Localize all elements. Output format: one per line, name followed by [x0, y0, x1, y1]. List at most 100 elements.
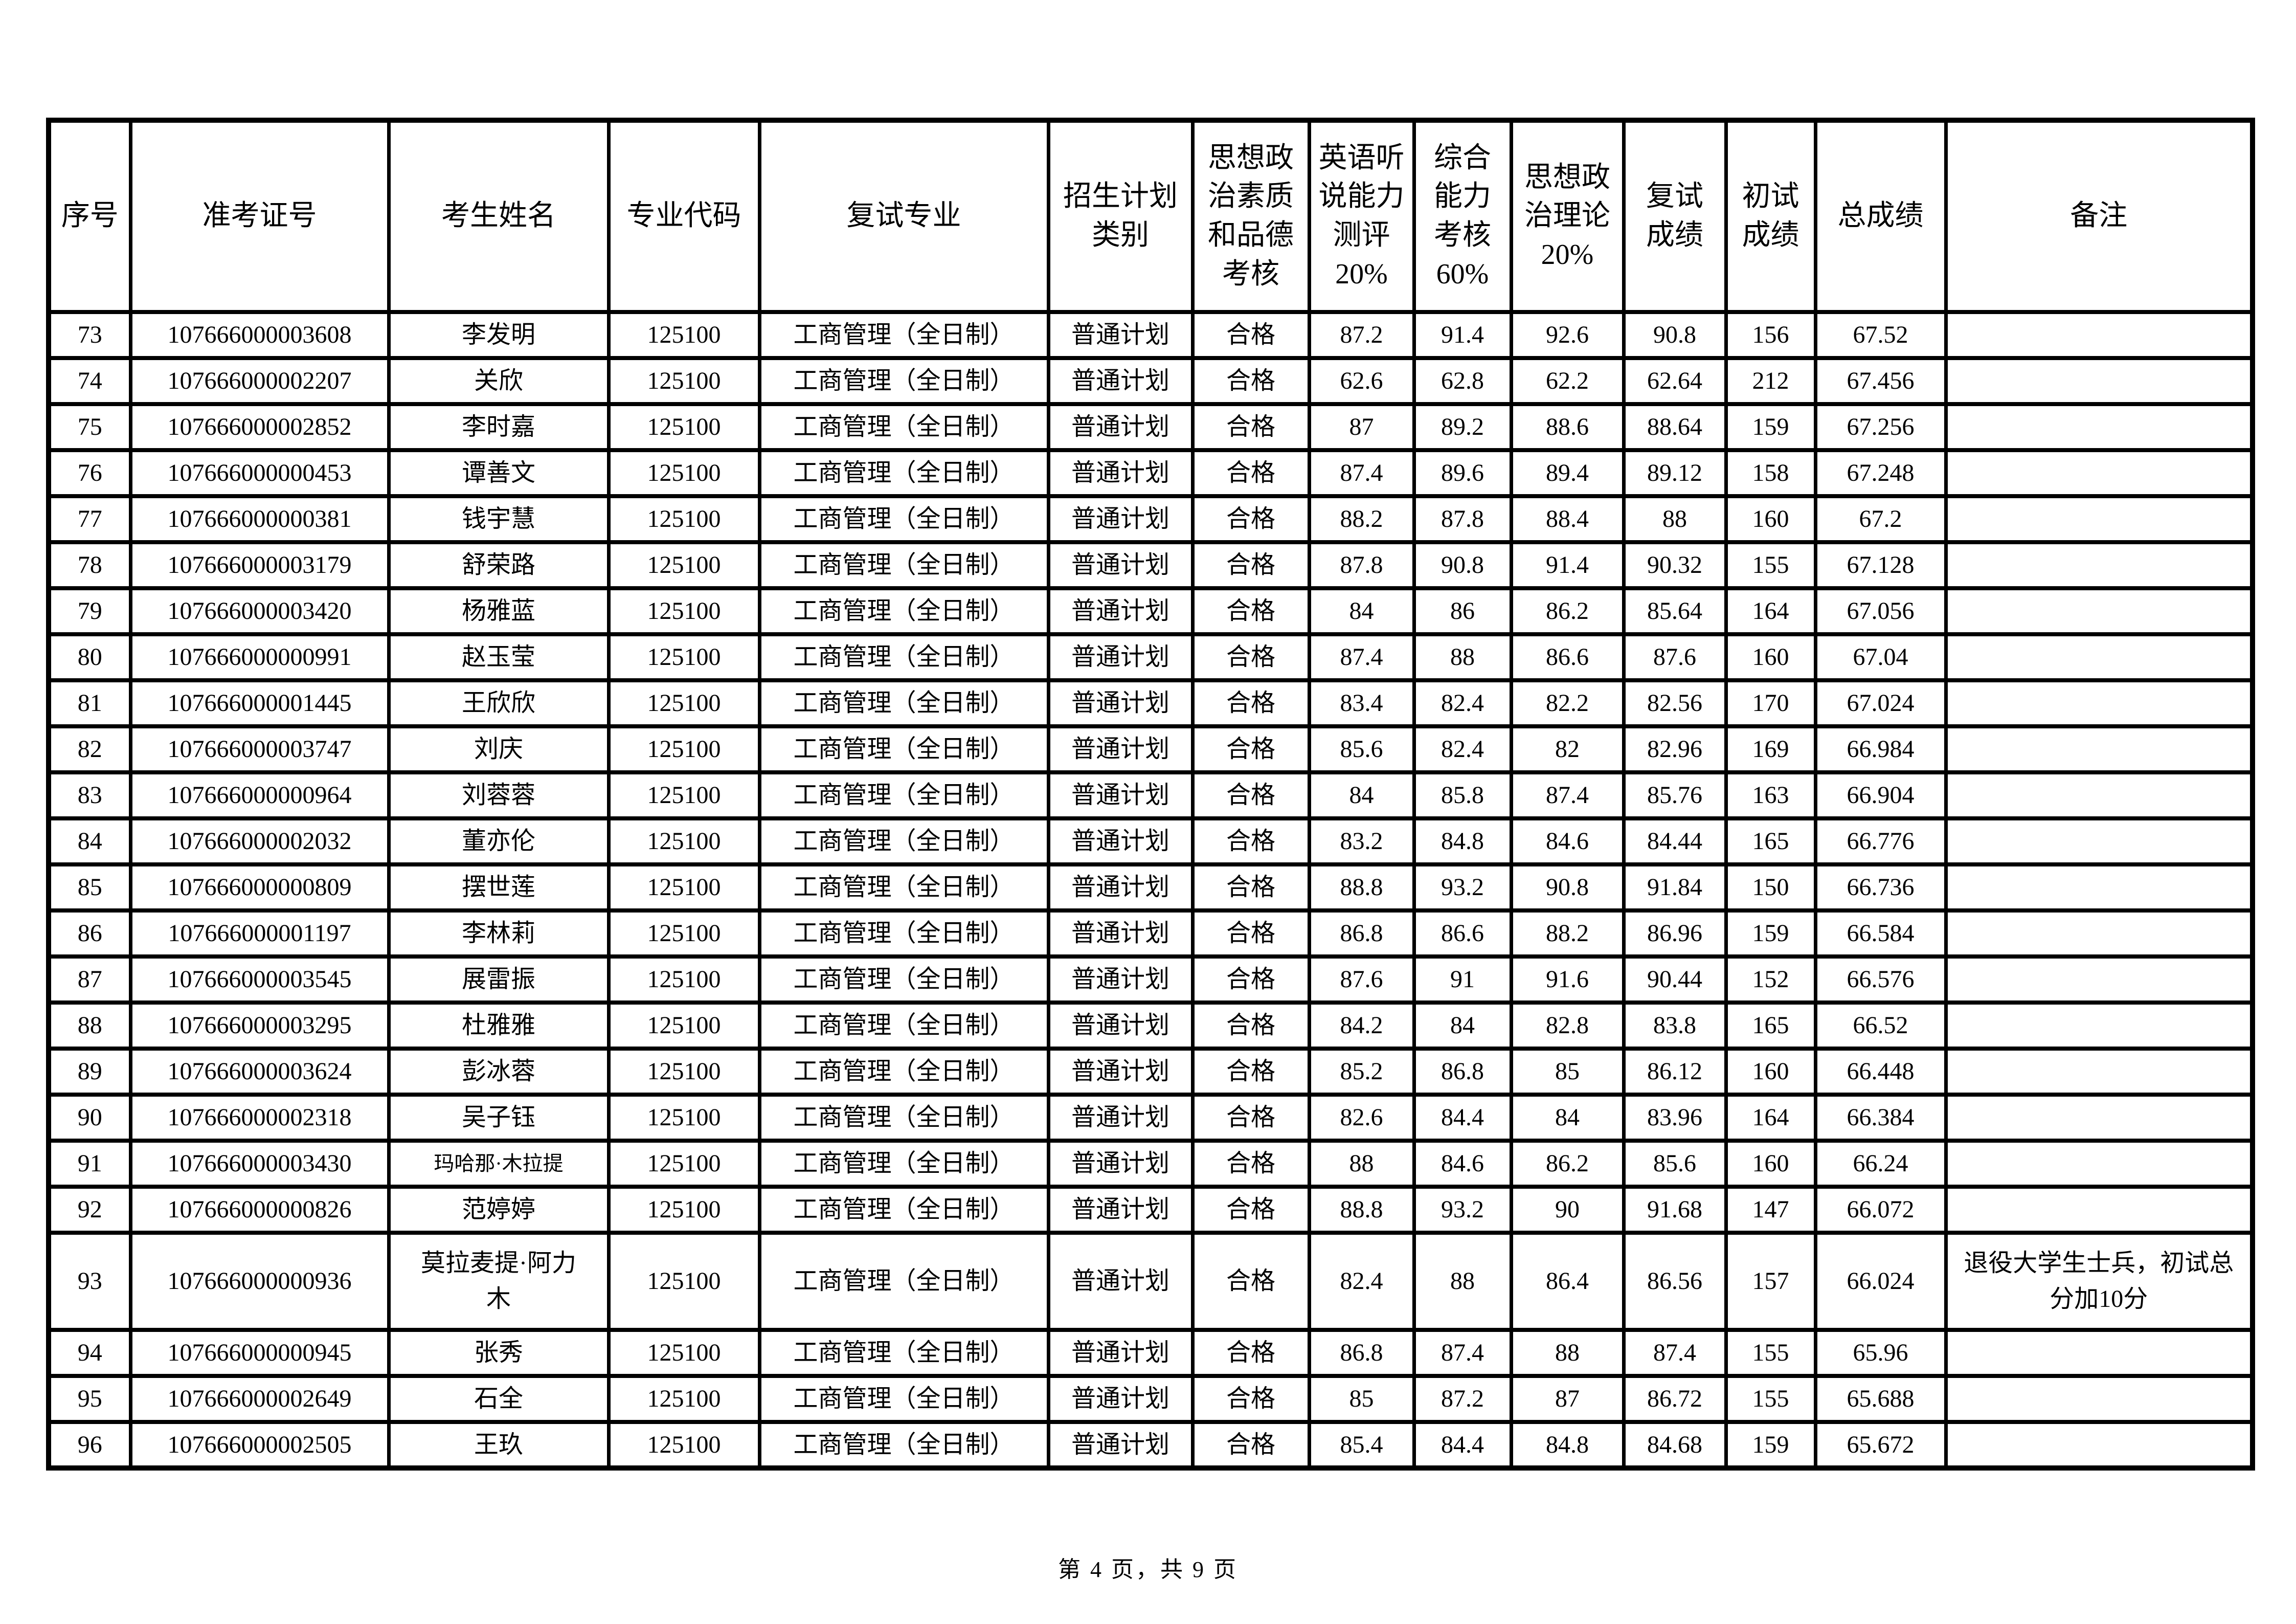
cell-moral-check: 合格	[1190, 494, 1311, 544]
cell-exam-id: 107666000000936	[128, 1231, 391, 1332]
cell-initial-score: 164	[1724, 586, 1817, 636]
cell-exam-id: 107666000003545	[128, 954, 391, 1005]
cell-major-code: 125100	[606, 1139, 761, 1189]
cell-plan-type: 普通计划	[1046, 586, 1195, 636]
cell-retest-score: 85.76	[1622, 770, 1728, 820]
cell-english-score: 84	[1307, 770, 1416, 820]
cell-remark	[1944, 908, 2255, 959]
score-table: 序号 准考证号 考生姓名 专业代码 复试专业 招生计划 类别 思想政 治素质 和…	[46, 118, 2255, 1471]
cell-major-code: 125100	[606, 1374, 761, 1424]
cell-english-score: 82.4	[1307, 1231, 1416, 1332]
cell-comprehensive-score: 86.6	[1412, 908, 1513, 959]
cell-moral-check: 合格	[1190, 540, 1311, 590]
cell-comprehensive-score: 89.2	[1412, 402, 1513, 452]
cell-plan-type: 普通计划	[1046, 632, 1195, 682]
cell-comprehensive-score: 88	[1412, 1231, 1513, 1332]
cell-major: 工商管理（全日制）	[757, 1420, 1050, 1470]
cell-english-score: 83.2	[1307, 816, 1416, 866]
cell-comprehensive-score: 62.8	[1412, 356, 1513, 406]
cell-major-code: 125100	[606, 632, 761, 682]
cell-english-score: 85.2	[1307, 1047, 1416, 1097]
cell-plan-type: 普通计划	[1046, 1420, 1195, 1470]
cell-retest-score: 84.44	[1622, 816, 1728, 866]
cell-total-score: 66.024	[1813, 1231, 1948, 1332]
cell-total-score: 66.984	[1813, 724, 1948, 774]
cell-name: 舒荣路	[387, 540, 611, 590]
cell-comprehensive-score: 84.4	[1412, 1093, 1513, 1143]
cell-remark	[1944, 1093, 2255, 1143]
cell-retest-score: 82.96	[1622, 724, 1728, 774]
cell-exam-id: 107666000000809	[128, 862, 391, 913]
cell-exam-id: 107666000000991	[128, 632, 391, 682]
cell-index: 91	[47, 1139, 132, 1189]
cell-comprehensive-score: 84.4	[1412, 1420, 1513, 1470]
cell-remark	[1944, 356, 2255, 406]
cell-remark	[1944, 724, 2255, 774]
cell-retest-score: 90.8	[1622, 310, 1728, 360]
cell-retest-score: 86.72	[1622, 1374, 1728, 1424]
table-header-row: 序号 准考证号 考生姓名 专业代码 复试专业 招生计划 类别 思想政 治素质 和…	[47, 118, 2255, 314]
cell-major: 工商管理（全日制）	[757, 540, 1050, 590]
cell-name: 谭善文	[387, 448, 611, 498]
cell-major: 工商管理（全日制）	[757, 724, 1050, 774]
cell-major: 工商管理（全日制）	[757, 1047, 1050, 1097]
cell-initial-score: 158	[1724, 448, 1817, 498]
table-row: 88 107666000003295 杜雅雅 125100 工商管理（全日制） 普通计划合…	[47, 1000, 2255, 1051]
cell-total-score: 67.248	[1813, 448, 1948, 498]
cell-total-score: 66.776	[1813, 816, 1948, 866]
cell-retest-score: 90.44	[1622, 954, 1728, 1005]
cell-comprehensive-score: 93.2	[1412, 1185, 1513, 1235]
cell-remark	[1944, 954, 2255, 1005]
cell-total-score: 66.736	[1813, 862, 1948, 913]
cell-english-score: 84	[1307, 586, 1416, 636]
cell-index: 77	[47, 494, 132, 544]
table-row: 76 107666000000453 谭善文 125100 工商管理（全日制） 普通计划合…	[47, 448, 2255, 498]
cell-index: 73	[47, 310, 132, 360]
cell-retest-score: 84.68	[1622, 1420, 1728, 1470]
table-row: 87 107666000003545 展雷振 125100 工商管理（全日制） 普通计划合…	[47, 954, 2255, 1005]
cell-initial-score: 156	[1724, 310, 1817, 360]
cell-comprehensive-score: 88	[1412, 632, 1513, 682]
candidate-name: 李林莉	[461, 920, 535, 947]
cell-initial-score: 152	[1724, 954, 1817, 1005]
cell-retest-score: 88.64	[1622, 402, 1728, 452]
cell-moral-check: 合格	[1190, 1231, 1311, 1332]
table-row: 93 107666000000936 莫拉麦提·阿力木 125100 工商管理（全日制）…	[47, 1231, 2255, 1332]
cell-politics-score: 82.8	[1509, 1000, 1626, 1051]
cell-moral-check: 合格	[1190, 954, 1311, 1005]
cell-comprehensive-score: 85.8	[1412, 770, 1513, 820]
cell-total-score: 66.576	[1813, 954, 1948, 1005]
cell-retest-score: 85.6	[1622, 1139, 1728, 1189]
cell-total-score: 67.52	[1813, 310, 1948, 360]
candidate-name: 石全	[474, 1385, 523, 1413]
cell-major: 工商管理（全日制）	[757, 1185, 1050, 1235]
cell-retest-score: 62.64	[1622, 356, 1728, 406]
cell-english-score: 88.2	[1307, 494, 1416, 544]
cell-initial-score: 155	[1724, 540, 1817, 590]
cell-index: 85	[47, 862, 132, 913]
cell-comprehensive-score: 87.2	[1412, 1374, 1513, 1424]
cell-initial-score: 159	[1724, 908, 1817, 959]
table-row: 77 107666000000381 钱宇慧 125100 工商管理（全日制） 普通计划合…	[47, 494, 2255, 544]
cell-major: 工商管理（全日制）	[757, 494, 1050, 544]
cell-index: 87	[47, 954, 132, 1005]
table-row: 90 107666000002318 吴子钰 125100 工商管理（全日制） 普通计划合…	[47, 1093, 2255, 1143]
cell-english-score: 88.8	[1307, 1185, 1416, 1235]
header-plan-type: 招生计划 类别	[1046, 118, 1195, 314]
candidate-name: 摆世莲	[461, 874, 535, 901]
table-row: 73 107666000003608 李发明 125100 工商管理（全日制） 普通计划合…	[47, 310, 2255, 360]
cell-total-score: 65.672	[1813, 1420, 1948, 1470]
cell-moral-check: 合格	[1190, 356, 1311, 406]
cell-retest-score: 91.68	[1622, 1185, 1728, 1235]
table-row: 82 107666000003747 刘庆 125100 工商管理（全日制） 普通计划 合格…	[47, 724, 2255, 774]
cell-major: 工商管理（全日制）	[757, 448, 1050, 498]
cell-remark	[1944, 448, 2255, 498]
cell-remark	[1944, 1374, 2255, 1424]
cell-english-score: 84.2	[1307, 1000, 1416, 1051]
cell-moral-check: 合格	[1190, 1374, 1311, 1424]
cell-name: 展雷振	[387, 954, 611, 1005]
cell-exam-id: 107666000000453	[128, 448, 391, 498]
cell-politics-score: 82	[1509, 724, 1626, 774]
cell-major: 工商管理（全日制）	[757, 402, 1050, 452]
cell-english-score: 86.8	[1307, 908, 1416, 959]
